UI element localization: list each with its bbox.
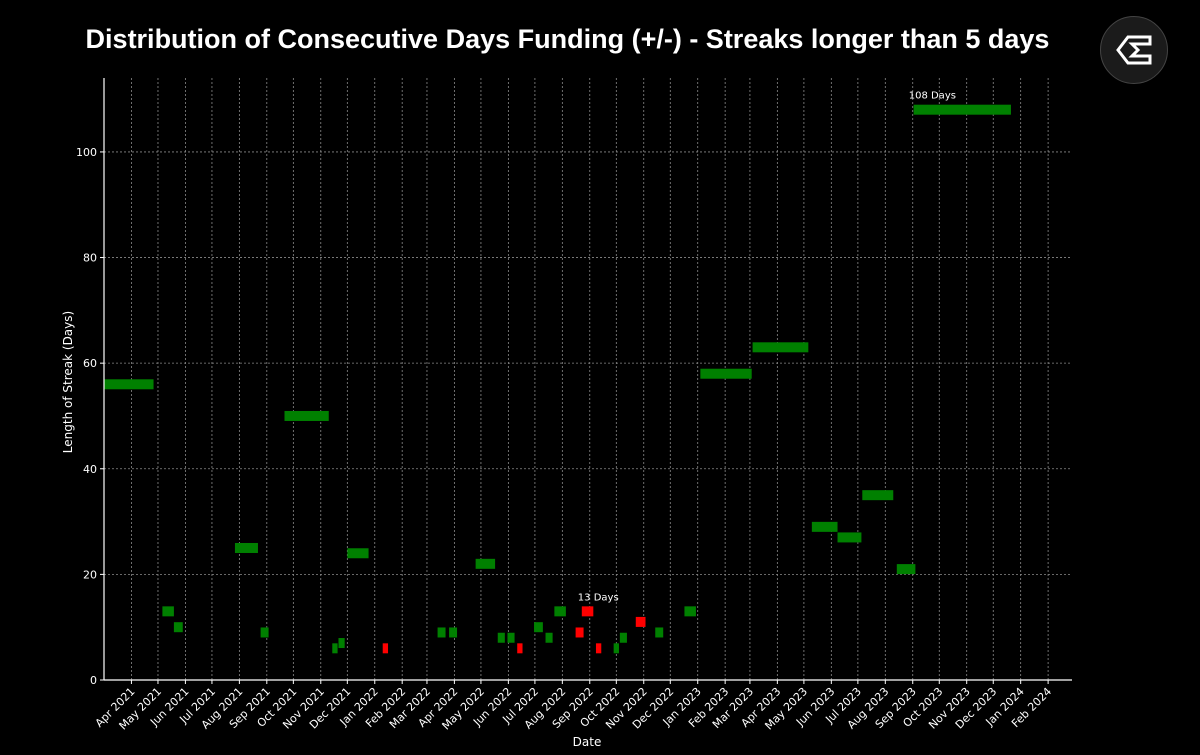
streak-bars (104, 104, 1011, 654)
streak-bar-positive (104, 379, 154, 390)
streak-bar-positive (554, 606, 566, 617)
x-axis-label: Date (573, 735, 602, 749)
streak-bar-positive (811, 521, 838, 532)
streak-bar-positive (684, 606, 696, 617)
streak-bar-positive (613, 643, 619, 654)
y-axis-ticks: 0 20 40 60 80 100 (76, 146, 104, 687)
streak-bar-positive (655, 627, 664, 638)
y-tick-label: 0 (90, 674, 97, 687)
streak-bar-positive (332, 643, 338, 654)
streak-bar-positive (862, 490, 894, 501)
y-tick-label: 80 (83, 252, 97, 265)
streak-bar-positive (437, 627, 446, 638)
streak-bar-negative (635, 616, 646, 627)
grid-lines (104, 78, 1072, 680)
streak-bar-negative (581, 606, 594, 617)
streak-bar-positive (234, 542, 258, 553)
streak-annotation: 13 Days (578, 592, 619, 603)
logo-badge (1100, 16, 1168, 84)
streak-bar-positive (752, 342, 809, 353)
streak-bar-positive (913, 104, 1011, 115)
streak-bar-positive (896, 564, 916, 575)
streak-annotation: 108 Days (909, 91, 956, 102)
annotations: 108 Days 13 Days (578, 91, 956, 604)
streak-bar-negative (575, 627, 584, 638)
streak-bar-positive (837, 532, 862, 543)
y-tick-label: 100 (76, 146, 97, 159)
streak-bar-positive (260, 627, 269, 638)
streak-bar-positive (534, 622, 543, 633)
streak-bar-positive (173, 622, 183, 633)
streak-bar-positive (497, 632, 505, 643)
streak-bar-positive (475, 558, 496, 569)
y-tick-label: 40 (83, 463, 97, 476)
streak-bar-positive (162, 606, 174, 617)
streak-bar-positive (507, 632, 515, 643)
chart-title: Distribution of Consecutive Days Funding… (85, 24, 1050, 54)
y-tick-label: 20 (83, 568, 97, 581)
streak-bar-positive (284, 410, 329, 421)
sigma-logo-icon (1116, 35, 1152, 65)
y-axis-label: Length of Streak (Days) (61, 311, 75, 453)
axes (103, 78, 1072, 681)
streak-bar-negative (517, 643, 523, 654)
streak-bar-positive (347, 548, 369, 559)
streak-bar-positive (619, 632, 627, 643)
streak-bar-negative (595, 643, 602, 654)
streak-bar-positive (700, 368, 752, 379)
streak-bar-negative (382, 643, 389, 654)
streak-bar-positive (338, 638, 345, 649)
streak-bar-positive (545, 632, 553, 643)
y-tick-label: 60 (83, 357, 97, 370)
streak-bar-positive (449, 627, 458, 638)
